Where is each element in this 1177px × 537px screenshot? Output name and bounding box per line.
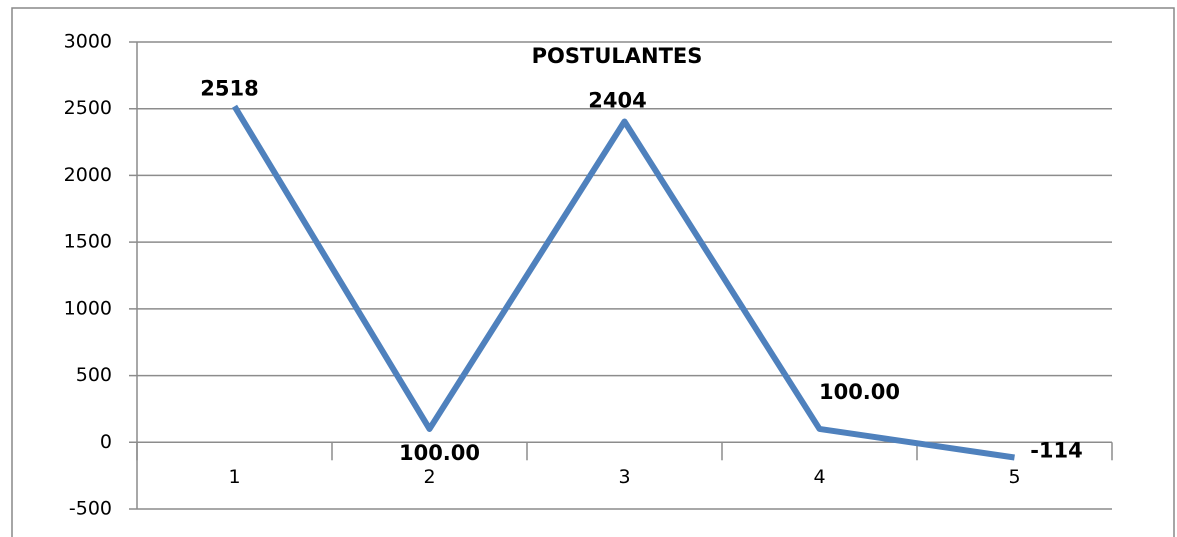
y-tick-label: -500 [69,498,112,520]
data-label: 100.00 [399,441,480,465]
y-tick-label: 500 [76,364,112,386]
y-tick-label: 0 [100,431,112,453]
data-label: 2404 [588,89,646,113]
chart-title: POSTULANTES [532,44,703,68]
x-tick-label: 3 [618,466,630,488]
y-tick-label: 2500 [64,97,112,119]
y-tick-label: 2000 [64,164,112,186]
y-tick-label: 1000 [64,297,112,319]
x-tick-label: 4 [813,466,825,488]
x-tick-label: 1 [228,466,240,488]
y-tick-label: 3000 [64,31,112,53]
data-label: -114 [1030,438,1083,462]
y-tick-label: 1500 [64,231,112,253]
x-tick-label: 2 [423,466,435,488]
x-tick-label: 5 [1008,466,1020,488]
data-label: 2518 [200,76,258,100]
data-line [231,104,1015,461]
data-label: 100.00 [819,380,900,404]
chart-frame [11,7,1175,537]
